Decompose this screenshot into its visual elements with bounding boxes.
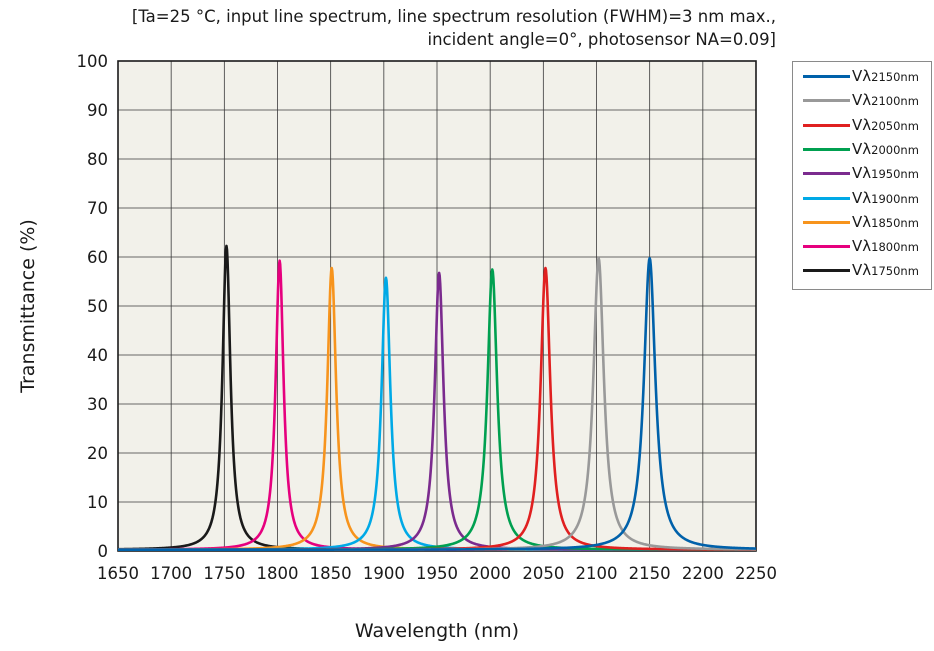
legend-label: Vλ2000nm (852, 140, 919, 159)
legend-label-sub: 1850nm (871, 215, 919, 230)
legend-label-sub: 2050nm (871, 118, 919, 133)
legend-label-sub: 1900nm (871, 191, 919, 206)
y-tick-label: 40 (87, 346, 108, 365)
legend-label: Vλ2050nm (852, 116, 919, 135)
y-tick-label: 90 (87, 101, 108, 120)
y-axis-title: Transmittance (%) (17, 219, 39, 394)
chart-legend: Vλ2150nm Vλ2100nm Vλ2050nm Vλ2000nm Vλ1950nm… (792, 61, 932, 290)
legend-label-main: Vλ (852, 164, 872, 183)
x-tick-label: 2000 (469, 564, 511, 583)
legend-label-main: Vλ (852, 212, 872, 231)
legend-label: Vλ1950nm (852, 164, 919, 183)
legend-swatch (803, 123, 850, 127)
legend-label: Vλ2100nm (852, 91, 919, 110)
legend-label-main: Vλ (852, 237, 872, 256)
y-tick-label: 30 (87, 395, 108, 414)
legend-swatch (803, 99, 850, 103)
legend-swatch (803, 147, 850, 151)
chart-note-line-1: [Ta=25 °C, input line spectrum, line spe… (131, 7, 776, 26)
x-tick-label: 1750 (203, 564, 245, 583)
legend-swatch (803, 269, 850, 273)
chart-note-line-2: incident angle=0°, photosensor NA=0.09] (427, 30, 776, 49)
y-tick-label: 80 (87, 150, 108, 169)
legend-label-sub: 2150nm (871, 70, 919, 84)
x-tick-label: 2050 (522, 564, 564, 583)
y-tick-label: 50 (87, 297, 108, 316)
legend-label-sub: 1750nm (871, 264, 919, 279)
y-tick-label: 10 (87, 493, 108, 512)
legend-label-main: Vλ (852, 188, 872, 207)
x-tick-label: 1650 (97, 564, 139, 583)
plot-frame (117, 60, 757, 552)
legend-label-main: Vλ (852, 115, 872, 134)
legend-label: Vλ1800nm (852, 237, 919, 256)
legend-label: Vλ1900nm (852, 189, 919, 208)
legend-label-main: Vλ (852, 261, 872, 280)
x-tick-label: 1800 (257, 564, 299, 583)
legend-label-sub: 1800nm (871, 240, 919, 255)
legend-swatch (803, 196, 850, 200)
y-tick-label: 20 (87, 444, 108, 463)
x-axis-title: Wavelength (nm) (355, 620, 519, 642)
x-tick-label: 1950 (416, 564, 458, 583)
x-tick-label: 1850 (310, 564, 352, 583)
legend-label-sub: 2100nm (871, 94, 919, 109)
legend-label-sub: 2000nm (871, 142, 919, 157)
legend-label: Vλ1850nm (852, 213, 919, 232)
x-tick-label: 1900 (363, 564, 405, 583)
legend-swatch (803, 172, 850, 176)
legend-label-main: Vλ (852, 91, 872, 110)
legend-label-main: Vλ (852, 139, 872, 158)
legend-label: Vλ2150nm (852, 67, 919, 86)
x-tick-label: 2100 (576, 564, 618, 583)
x-tick-label: 2200 (682, 564, 724, 583)
y-tick-label: 70 (87, 199, 108, 218)
legend-swatch (803, 245, 850, 249)
series-line-2150nm (118, 256, 756, 551)
y-tick-label: 60 (87, 248, 108, 267)
x-tick-label: 1700 (150, 564, 192, 583)
legend-label-sub: 1950nm (871, 167, 919, 182)
legend-label-main: Vλ (852, 67, 872, 85)
x-tick-label: 2250 (735, 564, 777, 583)
legend-swatch (803, 75, 850, 78)
legend-label: Vλ1750nm (852, 261, 919, 280)
y-tick-label: 0 (98, 542, 109, 561)
legend-swatch (803, 220, 850, 224)
y-tick-label: 100 (77, 52, 109, 71)
x-tick-label: 2150 (629, 564, 671, 583)
